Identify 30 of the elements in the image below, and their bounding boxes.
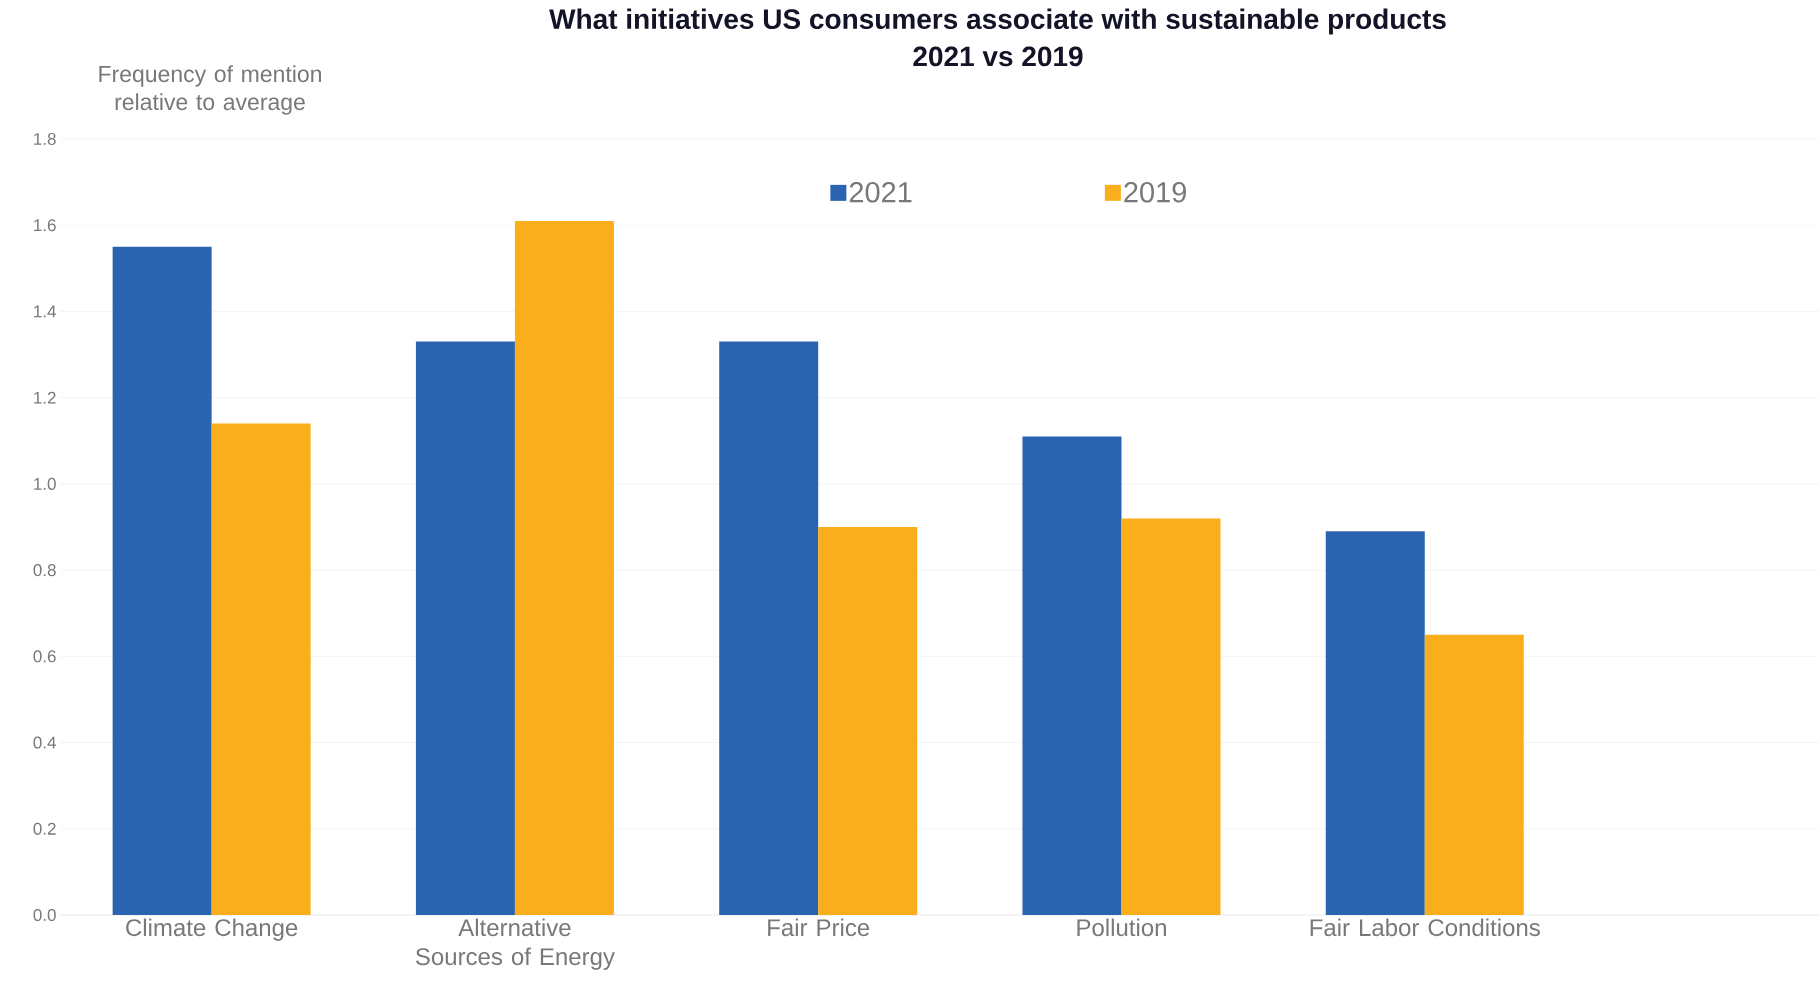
chart-title: What initiatives US consumers associate with sustainable products [549, 8, 1446, 35]
bar [112, 246, 212, 915]
legend-label: 2019 [1124, 181, 1186, 203]
y-tick-label: 0.8 [33, 564, 56, 577]
bar [1022, 436, 1122, 915]
x-tick-label: Climate Change [126, 918, 298, 941]
bar [1424, 634, 1524, 915]
y-tick-label: 1.4 [34, 305, 56, 318]
bar [415, 341, 515, 915]
y-tick-label: 0.2 [33, 822, 56, 835]
bar [818, 527, 918, 915]
y-axis-title: Frequency of mention relative to average [99, 65, 321, 115]
y-tick-label: 0.0 [33, 908, 56, 922]
y-tick-label: 0.6 [33, 650, 56, 663]
bar [719, 341, 819, 915]
bar [1325, 531, 1425, 915]
bar [211, 423, 311, 915]
legend-label: 2021 [849, 181, 912, 203]
bar [1121, 518, 1221, 915]
bar [514, 220, 614, 915]
y-tick-label: 1.6 [34, 219, 56, 232]
y-tick-label: 1.2 [34, 391, 56, 404]
y-tick-label: 1.0 [34, 477, 56, 490]
x-tick-label: Alternative Sources of Energy [415, 918, 615, 970]
x-tick-label: Fair Price [768, 918, 870, 937]
y-tick-label: 1.8 [34, 132, 56, 146]
x-tick-label: Fair Labor Conditions [1310, 918, 1540, 937]
chart-subtitle: 2021 vs 2019 [913, 46, 1083, 67]
y-tick-label: 0.4 [33, 736, 56, 749]
x-tick-label: Pollution [1077, 918, 1166, 937]
